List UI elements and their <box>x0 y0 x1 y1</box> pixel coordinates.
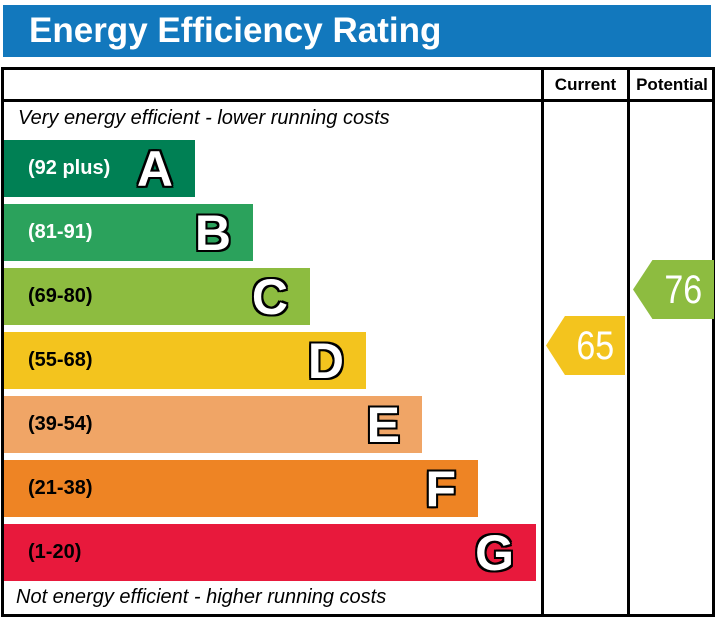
band-letter: F <box>425 460 456 517</box>
rating-band-G: (1-20) G <box>4 524 536 581</box>
rating-band-F: (21-38) F <box>4 460 478 517</box>
band-letter: A <box>136 140 173 197</box>
band-range-label: (81-91) <box>28 221 93 243</box>
band-letter: G <box>475 524 514 581</box>
potential-rating-value: 76 <box>664 267 702 312</box>
bottom-note: Not energy efficient - higher running co… <box>16 586 387 608</box>
chart-title: Energy Efficiency Rating <box>29 11 442 50</box>
current-column-divider <box>541 67 544 617</box>
band-range-label: (69-80) <box>28 285 93 307</box>
potential-column-divider <box>627 67 630 617</box>
chart-title-bar: Energy Efficiency Rating <box>3 5 711 57</box>
band-range-label: (92 plus) <box>28 157 111 179</box>
current-rating-value: 65 <box>576 323 614 368</box>
rating-band-D: (55-68) D <box>4 332 366 389</box>
current-rating-arrow: 65 <box>546 316 625 375</box>
rating-band-A: (92 plus) A <box>4 140 195 197</box>
band-letter: B <box>194 204 231 261</box>
band-letter: E <box>366 396 400 453</box>
top-note: Very energy efficient - lower running co… <box>18 107 390 129</box>
header-row-divider <box>1 99 715 102</box>
band-range-label: (1-20) <box>28 541 82 563</box>
band-letter: D <box>307 332 344 389</box>
band-range-label: (55-68) <box>28 349 93 371</box>
current-column-header: Current <box>554 74 617 94</box>
potential-rating-arrow: 76 <box>633 260 714 319</box>
band-range-label: (39-54) <box>28 413 93 435</box>
rating-band-C: (69-80) C <box>4 268 310 325</box>
potential-column-header: Potential <box>636 74 708 94</box>
band-range-label: (21-38) <box>28 477 93 499</box>
rating-band-E: (39-54) E <box>4 396 422 453</box>
band-letter: C <box>251 268 288 325</box>
rating-band-B: (81-91) B <box>4 204 253 261</box>
